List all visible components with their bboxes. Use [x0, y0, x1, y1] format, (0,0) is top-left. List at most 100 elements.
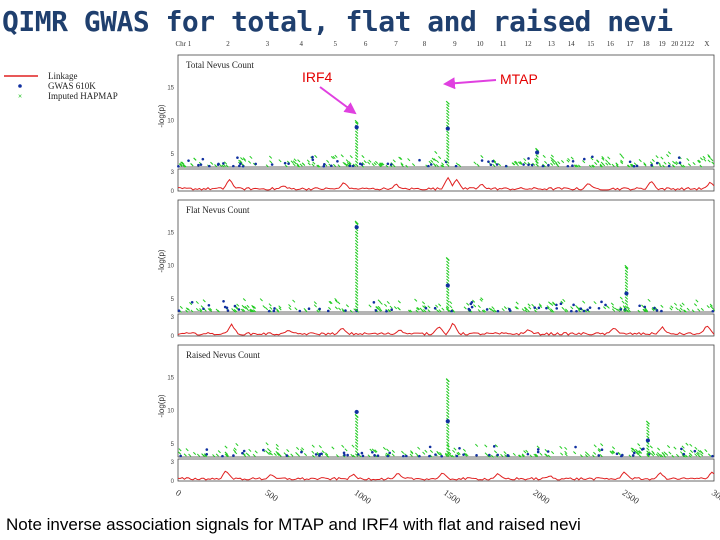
imputed-peak-point	[354, 139, 359, 143]
imputed-point	[441, 164, 445, 168]
imputed-point	[312, 454, 316, 458]
gwas-point	[508, 309, 512, 312]
gwas-point	[311, 155, 314, 159]
imputed-point	[668, 451, 672, 455]
chromosome-label: 7	[394, 40, 398, 48]
gwas-point	[187, 159, 190, 162]
imputed-point	[519, 161, 523, 165]
imputed-point	[555, 162, 559, 166]
imputed-peak-point	[446, 145, 450, 149]
imputed-point	[391, 453, 395, 457]
gwas-point	[526, 452, 530, 456]
imputed-point	[614, 307, 618, 311]
imputed-point	[699, 157, 704, 161]
imputed-point	[492, 159, 497, 163]
legend-imputed-swatch: ×	[18, 94, 22, 101]
gwas-peak-point	[445, 419, 450, 424]
imputed-point	[185, 307, 189, 311]
imputed-point	[660, 156, 664, 160]
imputed-point	[546, 305, 550, 309]
imputed-point	[185, 448, 189, 452]
chromosome-label: 10	[476, 40, 484, 48]
gwas-peak-point	[354, 225, 359, 230]
imputed-point	[268, 451, 272, 455]
imputed-point	[293, 158, 297, 162]
x-tick-label: 2000	[531, 487, 552, 506]
imputed-point	[588, 164, 592, 168]
imputed-point	[212, 454, 216, 458]
imputed-peak-point	[354, 305, 359, 309]
imputed-peak-point	[535, 160, 539, 164]
imputed-point	[278, 453, 282, 457]
imputed-peak-point	[354, 275, 359, 279]
imputed-peak-point	[354, 281, 359, 285]
imputed-point	[691, 309, 695, 313]
imputed-point	[416, 306, 421, 311]
imputed-peak-point	[354, 263, 359, 267]
imputed-peak-point	[646, 429, 650, 433]
imputed-point	[699, 164, 703, 168]
imputed-point	[179, 305, 183, 309]
gwas-panel-frame	[177, 344, 715, 458]
imputed-point	[629, 164, 634, 168]
chromosome-label: 16	[607, 40, 615, 48]
gwas-point	[201, 157, 205, 161]
imputed-point	[672, 164, 676, 168]
imputed-peak-point	[354, 417, 359, 421]
imputed-point	[248, 448, 252, 452]
imputed-point	[503, 306, 507, 310]
imputed-point	[501, 308, 505, 312]
imputed-point	[294, 307, 298, 311]
imputed-point	[593, 444, 597, 448]
gwas-point	[650, 163, 653, 167]
imputed-point	[334, 298, 338, 302]
imputed-peak-point	[535, 163, 539, 167]
y-tick-label: 15	[167, 376, 174, 382]
gwas-point	[197, 163, 200, 167]
imputed-point	[586, 453, 590, 457]
imputed-point	[264, 307, 269, 311]
gwas-peak-point	[354, 125, 359, 130]
imputed-point	[428, 160, 432, 164]
imputed-point	[275, 308, 279, 312]
imputed-peak-top	[624, 264, 629, 269]
gwas-point	[348, 164, 352, 168]
imputed-point	[384, 303, 388, 307]
imputed-point	[225, 164, 229, 168]
imputed-peak-point	[446, 275, 450, 279]
imputed-point	[560, 300, 564, 304]
imputed-point	[611, 450, 615, 454]
chromosome-label: 8	[423, 40, 427, 48]
imputed-point	[565, 308, 569, 312]
imputed-point	[593, 301, 597, 305]
imputed-peak-point	[446, 408, 450, 412]
imputed-peak-point	[354, 163, 359, 167]
chromosome-label: 6	[364, 40, 368, 48]
gwas-point	[597, 306, 601, 310]
imputed-point	[497, 163, 502, 167]
imputed-peak-point	[646, 450, 650, 454]
imputed-point	[683, 309, 687, 313]
imputed-point	[644, 307, 648, 311]
imputed-peak-point	[354, 287, 359, 291]
imputed-point	[658, 454, 663, 458]
imputed-peak-point	[446, 293, 450, 297]
imputed-point	[202, 299, 206, 303]
gwas-point	[199, 163, 203, 166]
imputed-point	[275, 450, 279, 455]
imputed-point	[337, 301, 341, 305]
imputed-point	[251, 304, 255, 309]
gwas-point	[361, 454, 365, 458]
imputed-point	[554, 160, 558, 164]
gwas-point	[388, 451, 391, 455]
imputed-point	[286, 449, 290, 453]
imputed-point	[490, 454, 495, 458]
imputed-point	[619, 153, 623, 157]
imputed-peak-point	[446, 308, 450, 312]
gwas-point	[677, 156, 681, 159]
imputed-peak-point	[446, 402, 450, 407]
imputed-point	[449, 454, 453, 458]
imputed-point	[528, 306, 532, 310]
imputed-point	[663, 161, 667, 165]
gwas-point	[254, 162, 257, 166]
